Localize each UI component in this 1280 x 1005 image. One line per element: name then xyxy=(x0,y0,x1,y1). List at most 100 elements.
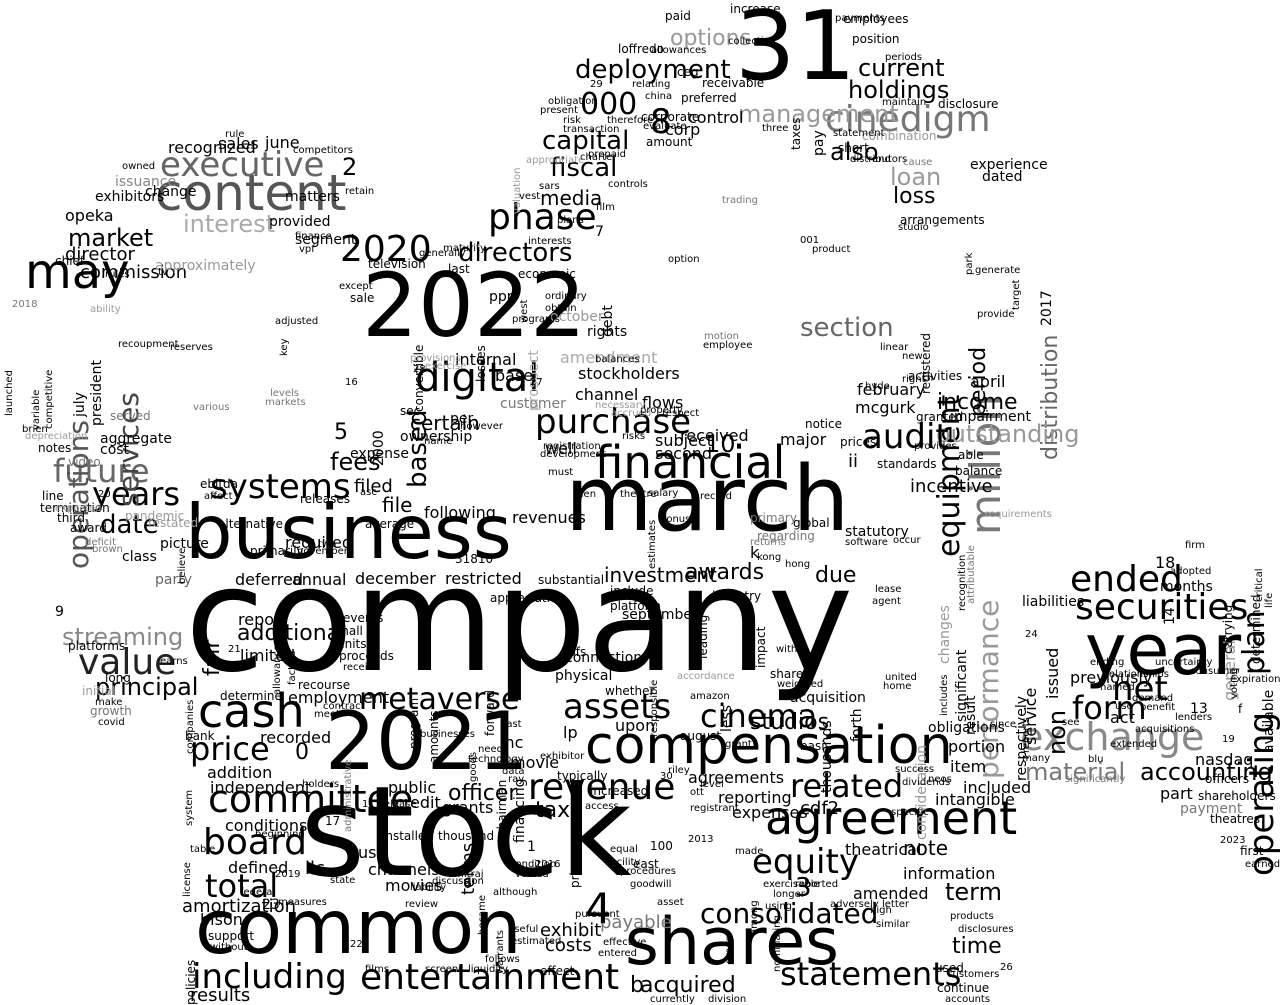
cloud-word: asc xyxy=(360,487,377,498)
cloud-word: amended xyxy=(853,884,929,903)
cloud-word: 29 xyxy=(590,79,603,90)
cloud-word: employment xyxy=(288,688,390,707)
cloud-word: market xyxy=(68,224,154,252)
cloud-word: three xyxy=(762,123,789,134)
cloud-word: expected xyxy=(55,503,102,514)
cloud-word: preferred xyxy=(681,91,737,105)
cloud-word: matters xyxy=(285,189,340,205)
cloud-word: brown xyxy=(92,544,123,555)
cloud-word: interests xyxy=(528,236,572,247)
cloud-word: third xyxy=(57,511,85,525)
cloud-word: assets xyxy=(563,687,672,727)
cloud-word: earns xyxy=(160,656,188,667)
cloud-word: among xyxy=(749,900,760,935)
cloud-word: deferred xyxy=(235,570,303,589)
cloud-word: fiscal xyxy=(550,153,618,183)
cloud-word: shareholders xyxy=(1198,789,1276,803)
cloud-word: specific xyxy=(891,807,929,818)
cloud-word: measures xyxy=(278,897,327,908)
cloud-word: 3 xyxy=(795,873,812,903)
cloud-word: value xyxy=(78,642,177,683)
cloud-word: issued xyxy=(1043,647,1062,699)
cloud-word: upon xyxy=(615,716,656,735)
cloud-word: short xyxy=(838,141,869,155)
cloud-word: increased xyxy=(590,784,649,798)
cloud-word: consideration xyxy=(914,745,930,840)
cloud-word: streaming xyxy=(62,623,184,651)
cloud-word: july xyxy=(72,392,88,417)
cloud-word: condition xyxy=(510,859,557,870)
cloud-word: impact xyxy=(754,626,768,668)
cloud-word: 2013 xyxy=(688,834,714,845)
cloud-word: exhibitors xyxy=(95,189,165,205)
cloud-word: lp xyxy=(563,723,578,742)
cloud-word: shall xyxy=(335,624,363,638)
cloud-word: able xyxy=(958,448,984,462)
cloud-word: meet xyxy=(314,709,340,720)
cloud-word: june xyxy=(265,133,300,152)
cloud-word: two xyxy=(318,539,337,550)
cloud-word: 18 xyxy=(1155,553,1176,572)
cloud-word: 9 xyxy=(55,604,64,620)
cloud-word: state xyxy=(330,875,356,886)
cloud-word: critical xyxy=(1254,568,1265,603)
cloud-word: committee xyxy=(208,777,414,821)
cloud-word: useful xyxy=(508,924,539,935)
cloud-word: controls xyxy=(608,179,648,190)
cloud-word: liquidity xyxy=(468,964,508,975)
cloud-word: physical xyxy=(555,668,613,684)
cloud-word: present xyxy=(540,105,579,116)
cloud-word: 2020 xyxy=(340,229,432,270)
cloud-word: leading xyxy=(696,614,710,659)
cloud-word: public xyxy=(388,778,437,797)
cloud-word: march xyxy=(565,447,850,552)
cloud-word: combination xyxy=(862,129,937,143)
cloud-word: basis xyxy=(800,739,831,753)
cloud-word: revenue xyxy=(528,767,676,808)
cloud-word: activities xyxy=(908,369,963,383)
cloud-word: 2016 xyxy=(535,859,561,870)
cloud-word: adjusted xyxy=(275,316,319,327)
cloud-word: launched xyxy=(4,370,15,416)
cloud-word: payments xyxy=(835,13,885,24)
cloud-word: total xyxy=(205,867,279,905)
cloud-word: technology xyxy=(468,754,524,765)
cloud-word: home xyxy=(883,681,912,692)
cloud-word: executive xyxy=(160,145,325,185)
cloud-word: limited xyxy=(240,646,296,665)
cloud-word: lien xyxy=(578,489,597,500)
cloud-word: may xyxy=(25,244,130,300)
cloud-word: movie xyxy=(510,753,560,772)
cloud-word: systems xyxy=(210,467,351,507)
cloud-word: less xyxy=(719,704,735,732)
cloud-word: mcgurk xyxy=(855,398,916,417)
cloud-word: compensation xyxy=(585,716,953,776)
cloud-word: registration xyxy=(543,441,601,452)
cloud-word: experience xyxy=(970,157,1048,173)
cloud-word: support xyxy=(208,929,255,943)
cloud-word: thousands xyxy=(819,720,835,793)
cloud-word: ebitda xyxy=(200,477,239,491)
cloud-word: software xyxy=(845,537,888,548)
cloud-word: segment xyxy=(295,232,357,248)
cloud-word: lenders xyxy=(1175,712,1213,723)
cloud-word: option xyxy=(668,254,700,265)
cloud-word: thousand xyxy=(438,829,495,843)
cloud-word: prepaid xyxy=(588,149,626,160)
cloud-word: liabilities xyxy=(1022,594,1085,610)
cloud-word: reserves xyxy=(170,342,213,353)
cloud-word: finance xyxy=(295,231,332,242)
cloud-word: aggregate xyxy=(100,431,172,447)
cloud-word: picture xyxy=(160,536,209,552)
cloud-word: also xyxy=(830,138,879,166)
cloud-word: lease xyxy=(875,584,902,595)
cloud-word: cinema xyxy=(700,697,818,735)
cloud-word: entertainment xyxy=(360,957,620,998)
cloud-word: losses xyxy=(474,345,488,382)
cloud-word: cost xyxy=(100,442,130,458)
cloud-word: note xyxy=(903,836,949,860)
cloud-word: television xyxy=(368,257,426,271)
cloud-word: united xyxy=(885,672,917,683)
cloud-word: occur xyxy=(893,535,921,546)
cloud-word: installed xyxy=(382,829,433,843)
